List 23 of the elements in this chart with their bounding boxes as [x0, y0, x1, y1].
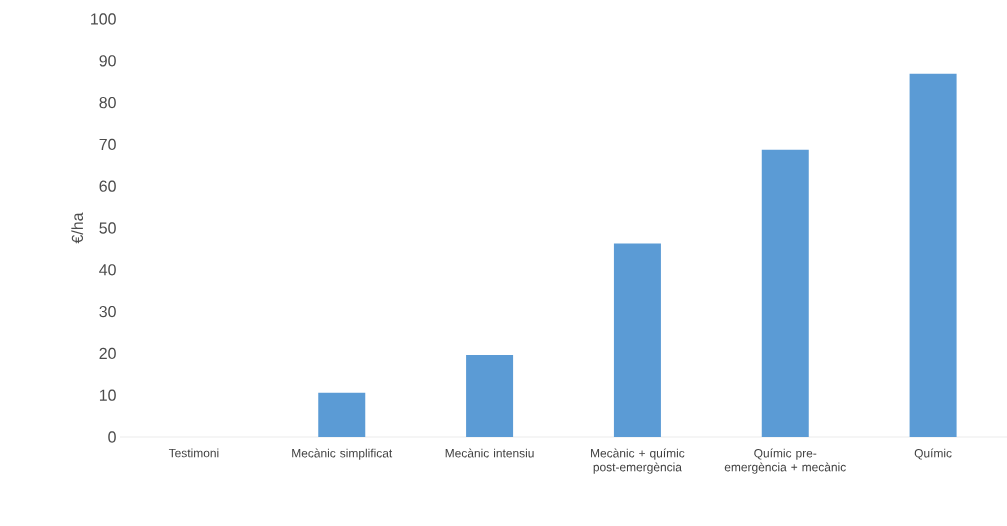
y-tick-label: 100: [91, 13, 116, 25]
y-tick-label: 20: [99, 347, 116, 360]
y-tick-label: 60: [99, 180, 116, 192]
y-tick-label: 70: [99, 138, 116, 151]
y-tick-label: 30: [99, 305, 116, 318]
x-tick-label: Químic: [914, 448, 952, 460]
x-tick-label: Mecànic simplificat: [292, 448, 393, 460]
bar: [761, 149, 809, 437]
x-tick-label: Mecànic + químic post-emergència: [591, 448, 685, 474]
y-tick-label: 80: [99, 96, 116, 109]
bar: [466, 355, 514, 437]
x-tick-label: Mecànic intensiu: [445, 448, 534, 458]
y-tick-label: 0: [108, 431, 116, 443]
y-tick-label: 50: [99, 222, 116, 234]
y-tick-label: 40: [99, 264, 116, 276]
y-axis-title: €/ha: [71, 212, 84, 244]
y-tick-label: 90: [99, 55, 116, 67]
x-tick-label: Químic pre-emergència + mecànic: [724, 448, 846, 474]
bar: [318, 392, 366, 437]
y-tick-label: 10: [99, 389, 116, 401]
bar: [909, 73, 957, 437]
bar: [613, 243, 661, 437]
x-tick-label: Testimoni: [168, 448, 219, 458]
